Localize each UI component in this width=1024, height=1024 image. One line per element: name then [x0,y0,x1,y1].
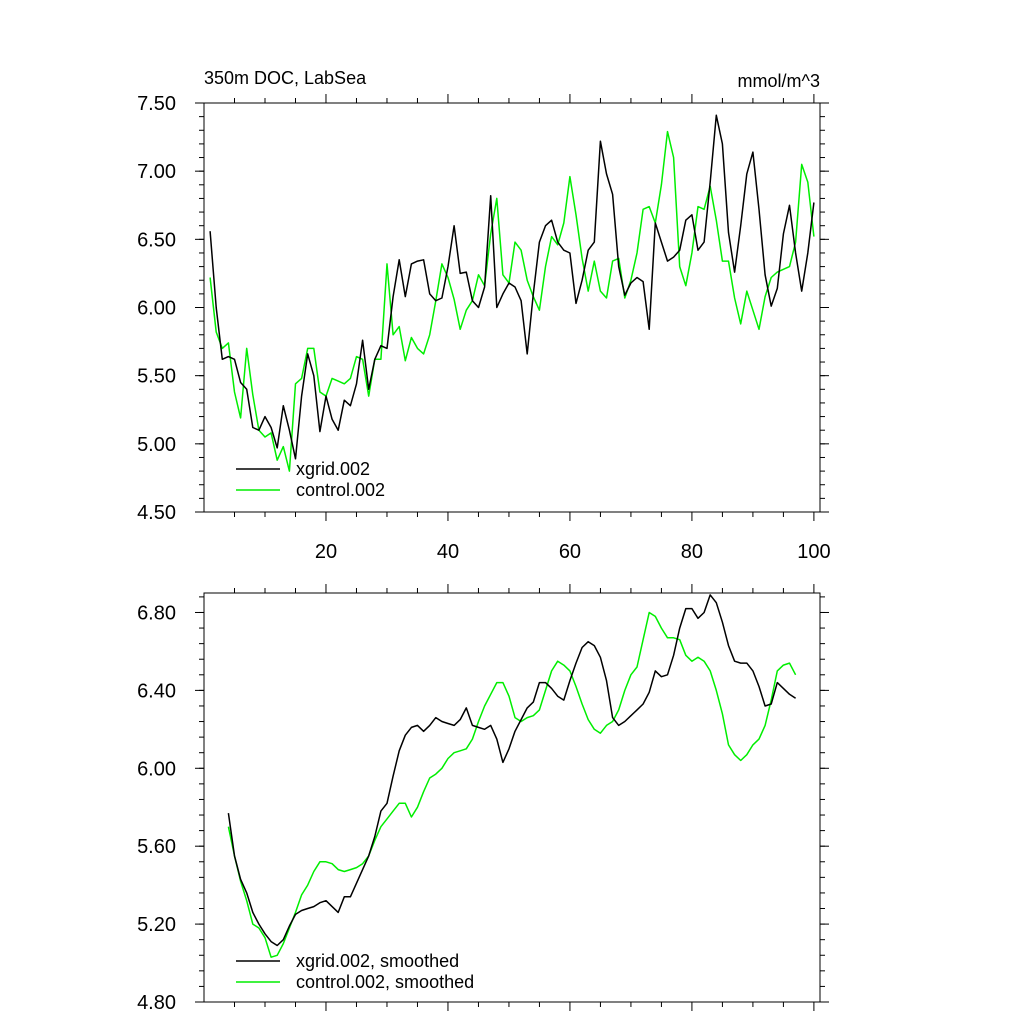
bot-ytick-label: 4.80 [137,992,176,1014]
bot-series-line-1 [227,611,797,958]
top-chart-units: mmol/m^3 [738,71,820,91]
top-chart-panel: 350m DOC, LabSea mmol/m^3 4.50 5.00 5.50 6.… [137,68,831,563]
top-tick-labels: 4.50 5.00 5.50 6.00 6.50 7.00 7.50 20 40 60 80 100 [137,93,831,563]
top-legend: xgrid.002 control.002 [236,459,385,500]
bot-ytick-label: 6.80 [137,602,176,624]
top-legend-label-0: xgrid.002 [296,459,370,479]
top-xtick-label: 60 [559,541,581,563]
top-ytick-label: 5.50 [137,366,176,388]
bottom-series-group [227,594,797,958]
bottom-tick-marks [195,584,829,1011]
top-legend-label-1: control.002 [296,480,385,500]
bot-ytick-label: 5.20 [137,914,176,936]
bot-ytick-label: 6.00 [137,758,176,780]
bot-series-line-0 [227,594,797,947]
bottom-legend-label-1: control.002, smoothed [296,972,474,992]
top-xtick-label: 20 [315,541,337,563]
top-ytick-label: 5.00 [137,434,176,456]
bot-ytick-label: 6.40 [137,680,176,702]
top-tick-marks [195,94,829,521]
top-ytick-label: 6.50 [137,229,176,251]
top-ytick-label: 7.50 [137,93,176,115]
top-series-line-0 [209,114,815,460]
bottom-legend-label-0: xgrid.002, smoothed [296,951,459,971]
top-ytick-label: 6.00 [137,298,176,320]
bottom-plot-frame [203,592,821,1003]
top-xtick-label: 40 [437,541,459,563]
top-chart-title: 350m DOC, LabSea [204,68,367,88]
bottom-tick-labels: 4.80 5.20 5.60 6.00 6.40 6.80 [137,602,176,1014]
top-series-group [209,114,815,472]
top-ytick-label: 4.50 [137,502,176,524]
bot-ytick-label: 5.60 [137,836,176,858]
bottom-legend: xgrid.002, smoothed control.002, smoothe… [236,951,474,992]
top-xtick-label: 100 [797,541,830,563]
top-ytick-label: 7.00 [137,161,176,183]
top-xtick-label: 80 [681,541,703,563]
top-series-line-1 [209,130,815,472]
bottom-chart-panel: 4.80 5.20 5.60 6.00 6.40 6.80 xgrid.002, smoo… [137,584,829,1014]
